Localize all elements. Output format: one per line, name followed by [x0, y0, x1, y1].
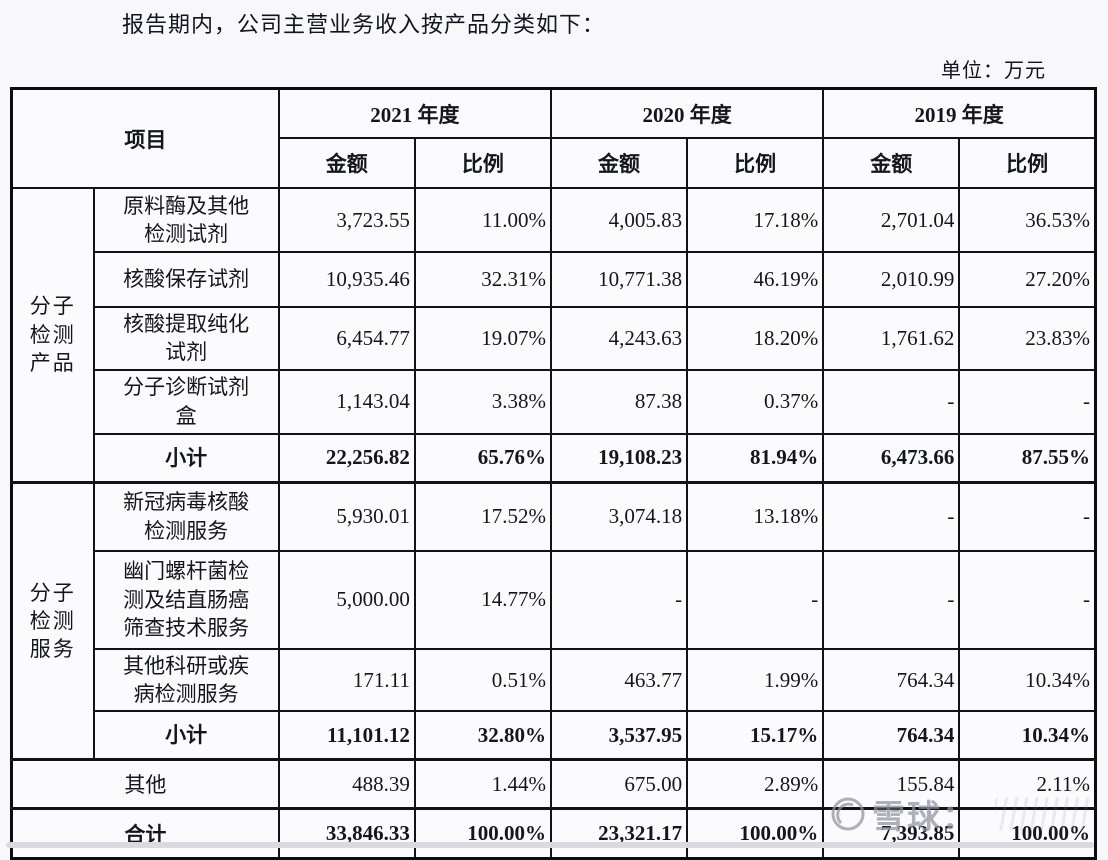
header-item: 项目	[10, 87, 280, 189]
header-ratio-2019: 比例	[958, 137, 1097, 189]
row-label: 核酸保存试剂	[92, 251, 280, 308]
header-ratio-2020: 比例	[686, 137, 825, 189]
revenue-table: 项目 2021 年度 2020 年度 2019 年度 金额 比例 金额 比例 金…	[10, 87, 1097, 860]
page-bottom-strip	[6, 842, 1094, 848]
row-label: 其他科研或疾 病检测服务	[92, 647, 280, 713]
table-row: 核酸提取纯化 试剂 6,454.77 19.07% 4,243.63 18.20…	[12, 306, 1097, 371]
header-year-2019: 2019 年度	[822, 87, 1097, 139]
group-label-products: 分子 检测 产品	[10, 186, 95, 484]
group-label-services: 分子 检测 服务	[10, 480, 95, 761]
row-label: 分子诊断试剂 盒	[92, 368, 280, 435]
table-row: 其他科研或疾 病检测服务 171.11 0.51% 463.77 1.99% 7…	[12, 647, 1097, 713]
row-label: 小计	[92, 432, 280, 484]
row-label: 其他	[10, 758, 280, 810]
row-label: 幽门螺杆菌检 测及结直肠癌 筛查技术服务	[92, 549, 280, 650]
table-row: 分子 检测 产品 原料酶及其他 检测试剂 3,723.55 11.00% 4,0…	[10, 186, 1097, 484]
row-label: 新冠病毒核酸 检测服务	[92, 480, 280, 552]
table-row: 核酸保存试剂 10,935.46 32.31% 10,771.38 46.19%…	[12, 251, 1097, 308]
unit-label: 单位：万元	[941, 60, 1046, 82]
table-row: 分子 检测 服务 新冠病毒核酸 检测服务 5,930.01 17.52% 3,0…	[10, 480, 1097, 761]
header-ratio-2021: 比例	[413, 137, 552, 189]
header-year-2020: 2020 年度	[549, 87, 825, 139]
subtotal-row-services: 小计 11,101.12 32.80% 3,537.95 15.17% 764.…	[12, 710, 1097, 761]
total-row: 合计 33,846.33 100.00% 23,321.17 100.00% 7…	[10, 807, 1097, 860]
subtotal-row-products: 小计 22,256.82 65.76% 19,108.23 81.94% 6,4…	[12, 432, 1097, 484]
header-amount-2020: 金额	[549, 137, 689, 189]
row-label: 核酸提取纯化 试剂	[92, 306, 280, 371]
header-amount-2021: 金额	[277, 137, 416, 189]
other-row: 其他 488.39 1.44% 675.00 2.89% 155.84 2.11…	[10, 758, 1097, 810]
row-label: 小计	[92, 710, 280, 761]
table-row: 分子诊断试剂 盒 1,143.04 3.38% 87.38 0.37% - -	[12, 368, 1097, 435]
row-label: 原料酶及其他 检测试剂	[92, 187, 280, 253]
table-row: 幽门螺杆菌检 测及结直肠癌 筛查技术服务 5,000.00 14.77% - -…	[12, 549, 1097, 650]
header-amount-2019: 金额	[822, 137, 961, 189]
header-year-2021: 2021 年度	[277, 87, 552, 139]
row-label: 合计	[10, 807, 280, 860]
intro-text: 报告期内，公司主营业务收入按产品分类如下：	[122, 12, 606, 37]
